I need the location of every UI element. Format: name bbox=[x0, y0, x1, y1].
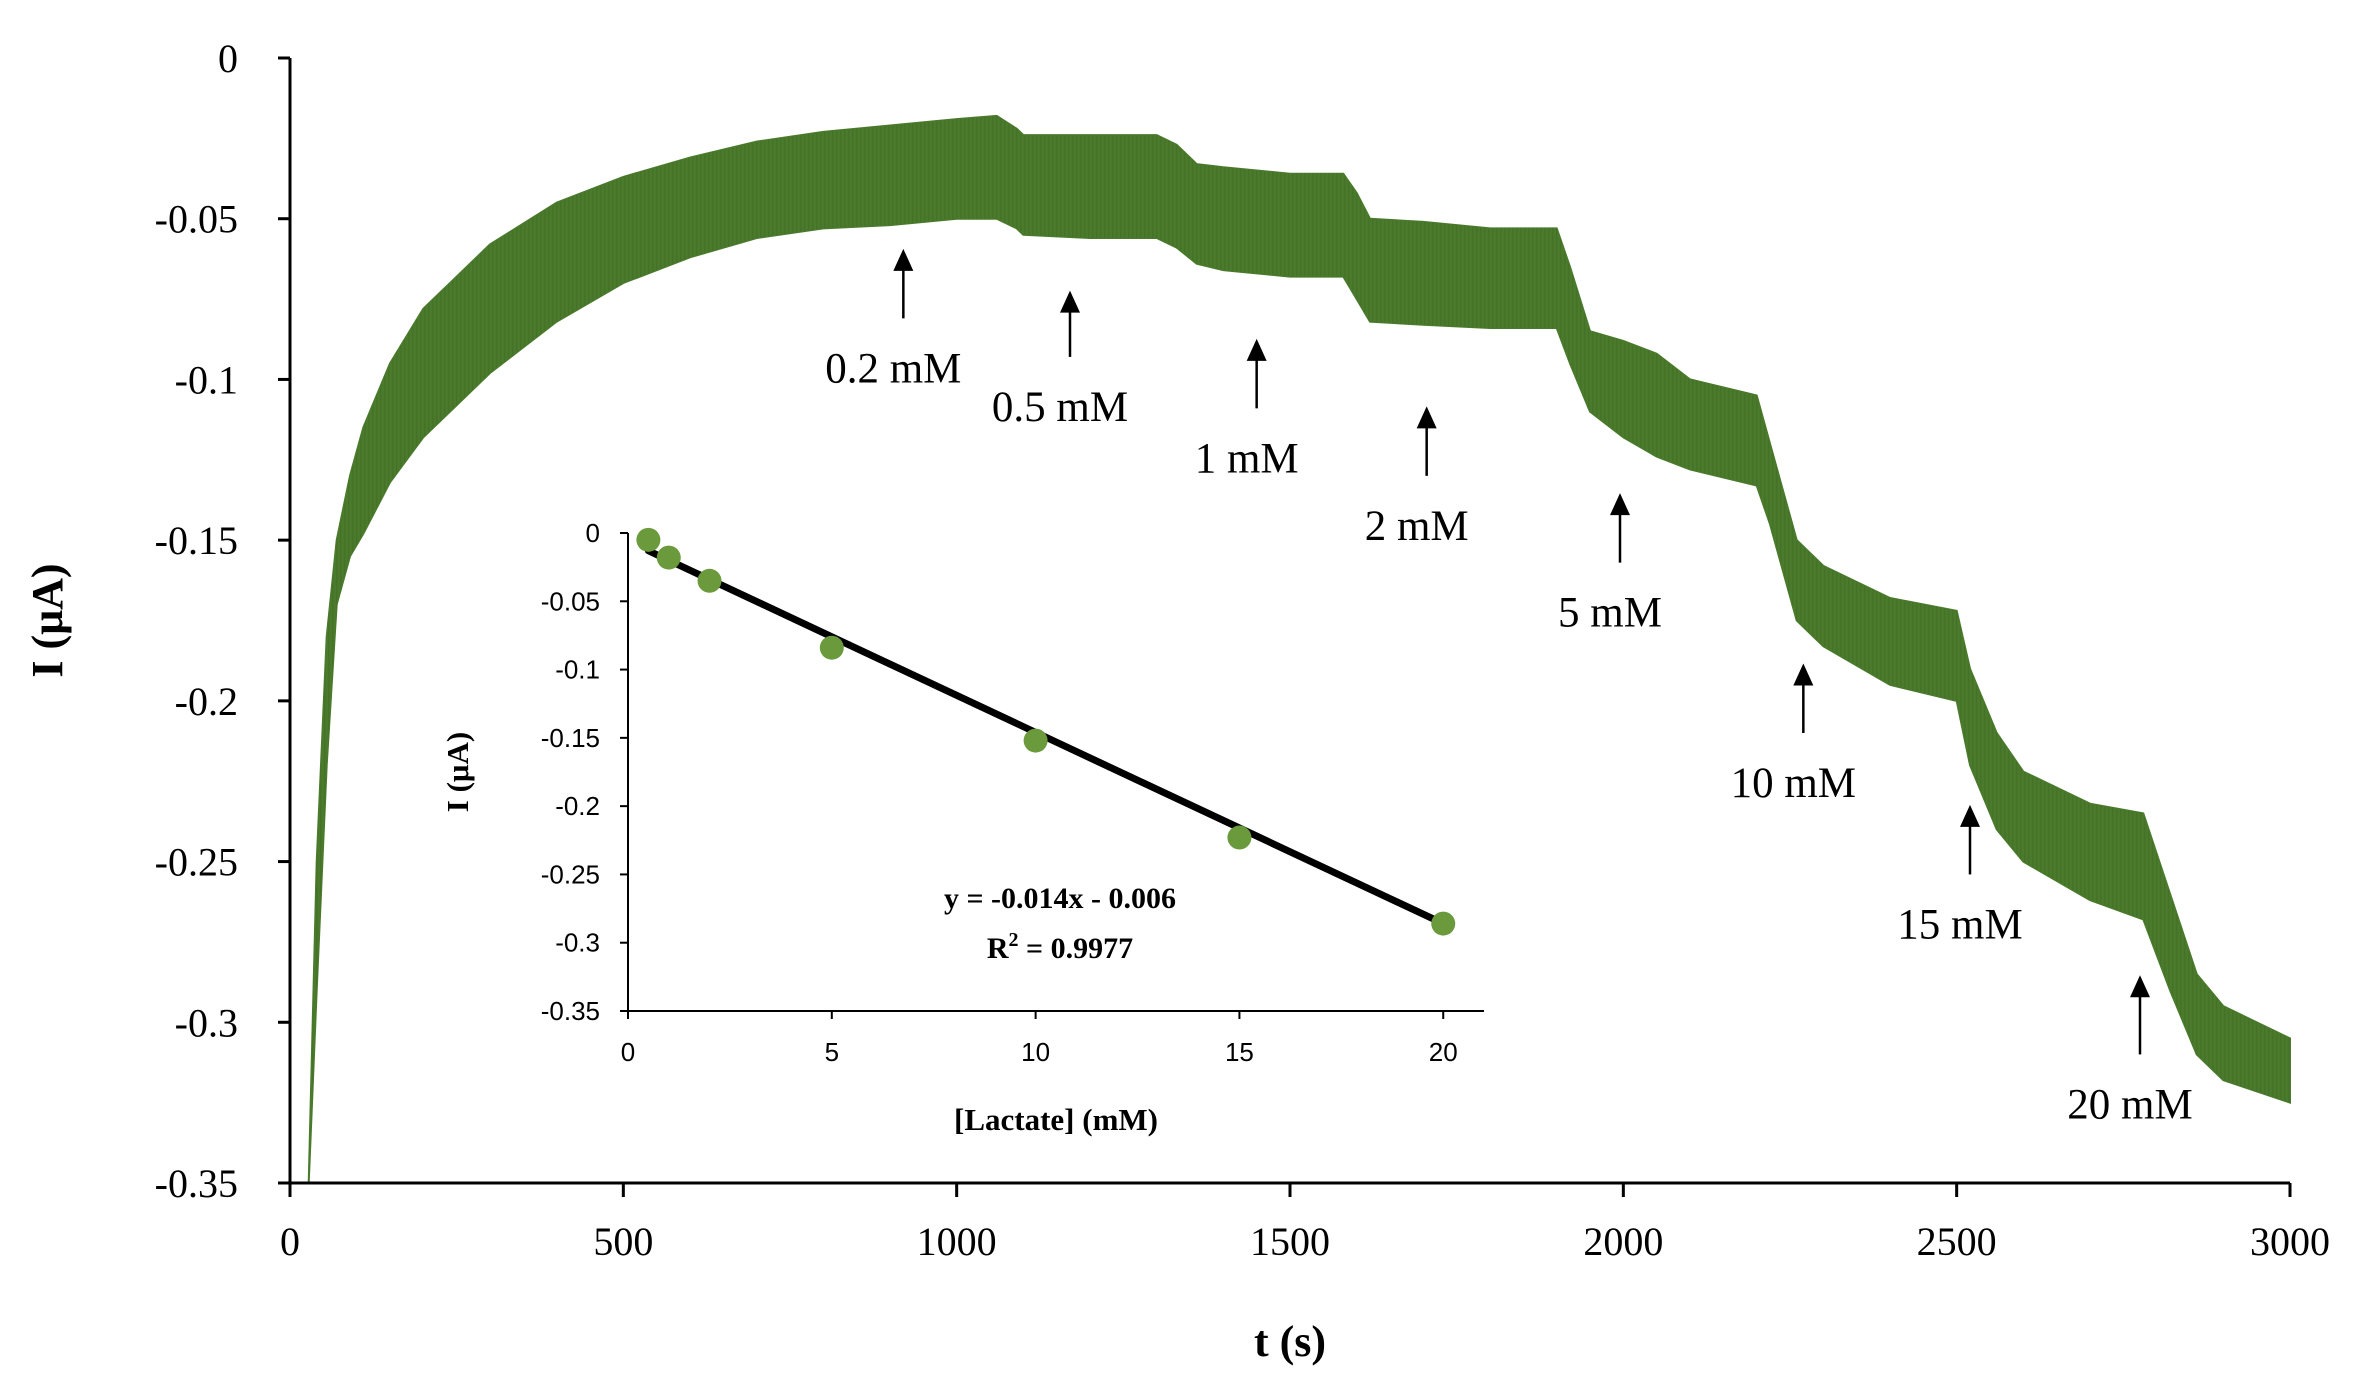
calibration-point bbox=[656, 545, 681, 570]
arrow-up-icon bbox=[1793, 663, 1814, 686]
inset-x-tick-label: 0 bbox=[621, 1037, 635, 1067]
main-y-tick-label: -0.1 bbox=[175, 357, 238, 402]
concentration-annotation: 20 mM bbox=[2067, 975, 2193, 1128]
main-ticks: 0-0.05-0.1-0.15-0.2-0.25-0.3-0.350 500 100… bbox=[155, 36, 2330, 1264]
inset-y-axis-title: I (μA) bbox=[440, 732, 475, 812]
concentration-annotation: 0.2 mM bbox=[825, 248, 961, 392]
concentration-label: 2 mM bbox=[1365, 503, 1469, 550]
inset-x-tick-label: 5 bbox=[825, 1037, 839, 1067]
main-x-tick-label: 3000 bbox=[2250, 1219, 2330, 1264]
concentration-label: 0.2 mM bbox=[825, 345, 961, 392]
inset-y-tick-label: -0.25 bbox=[541, 859, 600, 889]
concentration-label: 1 mM bbox=[1195, 435, 1299, 482]
trendline-equation: y = -0.014x - 0.006 bbox=[944, 882, 1176, 915]
calibration-point bbox=[636, 527, 661, 552]
concentration-annotation: 1 mM bbox=[1195, 338, 1299, 482]
inset-axes bbox=[627, 533, 1484, 1012]
arrow-up-icon bbox=[1610, 493, 1630, 516]
inset-y-tick-label: -0.05 bbox=[541, 586, 600, 616]
calibration-point bbox=[819, 635, 844, 660]
main-x-axis-title: t (s) bbox=[1254, 1317, 1326, 1366]
inset-y-tick-label: -0.35 bbox=[541, 996, 600, 1026]
inset-x-tick-label: 20 bbox=[1429, 1037, 1458, 1067]
r2-prefix: R bbox=[987, 932, 1009, 965]
concentration-annotation: 5 mM bbox=[1558, 493, 1662, 637]
main-x-tick-label: 500 bbox=[593, 1219, 653, 1264]
arrow-up-icon bbox=[1960, 804, 1980, 827]
inset-y-tick-label: -0.15 bbox=[541, 723, 600, 753]
main-y-tick-label: -0.2 bbox=[175, 679, 238, 724]
concentration-annotations: 0.2 mM 0.5 mM 1 mM 2 mM 5 mM 10 mM 15 mM 20 mM bbox=[825, 248, 2193, 1128]
concentration-annotation: 10 mM bbox=[1731, 663, 1856, 807]
main-y-axis-title: I (μA) bbox=[23, 563, 72, 677]
inset-y-tick-label: -0.3 bbox=[555, 928, 600, 958]
main-x-tick-label: 1500 bbox=[1250, 1219, 1330, 1264]
main-y-tick-label: -0.35 bbox=[155, 1161, 238, 1206]
inset-y-tick-label: -0.2 bbox=[555, 791, 600, 821]
main-x-tick-label: 1000 bbox=[917, 1219, 997, 1264]
current-trace-group bbox=[307, 114, 2291, 1184]
concentration-annotation: 2 mM bbox=[1365, 406, 1469, 550]
main-y-tick-label: -0.3 bbox=[175, 1000, 238, 1045]
arrow-up-icon bbox=[1416, 406, 1437, 429]
concentration-label: 10 mM bbox=[1731, 760, 1856, 807]
r2-superscript: 2 bbox=[1009, 929, 1019, 951]
r2-value: = 0.9977 bbox=[1019, 932, 1134, 965]
inset-ticks: 0 -0.05 -0.1 -0.15 -0.2 -0.25 -0.3 -0.35 0 5 10 15 2… bbox=[541, 518, 1458, 1067]
main-plot: 0-0.05-0.1-0.15-0.2-0.25-0.3-0.350 500 100… bbox=[23, 36, 2330, 1366]
main-x-tick-label: 0 bbox=[280, 1219, 300, 1264]
concentration-label: 15 mM bbox=[1897, 901, 2022, 948]
concentration-annotation: 0.5 mM bbox=[992, 290, 1128, 431]
concentration-label: 5 mM bbox=[1558, 590, 1662, 637]
concentration-label: 20 mM bbox=[2067, 1081, 2192, 1128]
calibration-point bbox=[1023, 728, 1048, 753]
inset-x-tick-label: 10 bbox=[1021, 1037, 1050, 1067]
arrow-up-icon bbox=[2130, 975, 2150, 998]
main-y-tick-label: -0.25 bbox=[155, 840, 238, 885]
inset-y-tick-label: -0.1 bbox=[555, 655, 600, 685]
inset-x-axis-title: [Lactate] (mM) bbox=[954, 1102, 1158, 1137]
calibration-point bbox=[697, 568, 722, 593]
arrow-up-icon bbox=[893, 248, 914, 271]
main-x-tick-label: 2000 bbox=[1583, 1219, 1663, 1264]
arrow-up-icon bbox=[1246, 338, 1267, 361]
main-y-tick-label: -0.05 bbox=[155, 197, 238, 242]
main-y-tick-label: -0.15 bbox=[155, 518, 238, 563]
inset-calibration-plot: 0 -0.05 -0.1 -0.15 -0.2 -0.25 -0.3 -0.35 0 5 10 15 2… bbox=[440, 518, 1484, 1137]
inset-x-tick-label: 15 bbox=[1225, 1037, 1254, 1067]
concentration-annotation: 15 mM bbox=[1897, 804, 2023, 948]
calibration-point bbox=[1431, 911, 1456, 936]
inset-points bbox=[636, 527, 1456, 936]
main-y-tick-label: 0 bbox=[218, 36, 238, 81]
arrow-up-icon bbox=[1060, 290, 1080, 313]
main-x-tick-label: 2500 bbox=[1917, 1219, 1997, 1264]
current-trace-band bbox=[307, 114, 2291, 1184]
trendline-r-squared: R2 = 0.9977 bbox=[987, 929, 1133, 965]
concentration-label: 0.5 mM bbox=[992, 384, 1128, 431]
calibration-point bbox=[1227, 825, 1252, 850]
inset-y-tick-label: 0 bbox=[586, 518, 600, 548]
